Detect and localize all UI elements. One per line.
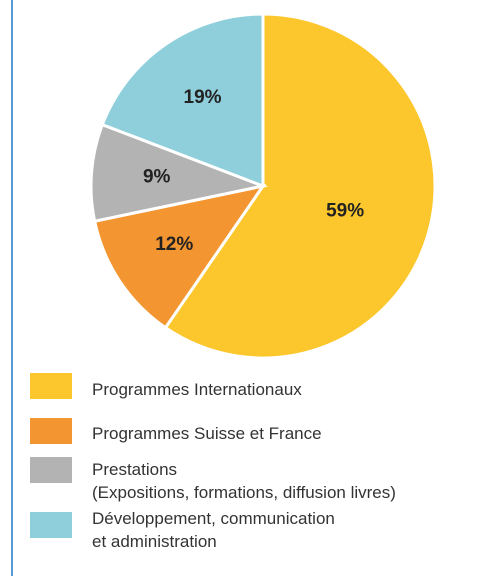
- pie-slice: [92, 183, 267, 330]
- legend-label: Programmes Suisse et France: [92, 424, 322, 443]
- legend-swatch: [30, 512, 72, 538]
- pie-slice: [89, 122, 269, 224]
- slice-label: 9%: [143, 167, 171, 188]
- slice-label: 59%: [326, 201, 364, 222]
- slice-label: 19%: [184, 87, 222, 108]
- legend-swatch: [30, 373, 72, 399]
- legend-label: Prestations (Expositions, formations, di…: [92, 460, 396, 502]
- legend-label: Développement, communication et administ…: [92, 509, 335, 551]
- slice-label: 12%: [155, 234, 193, 255]
- legend-swatch: [30, 457, 72, 483]
- legend-label: Programmes Internationaux: [92, 380, 302, 399]
- pie-slice: [163, 12, 437, 360]
- pie-slice: [100, 12, 265, 189]
- legend-swatch: [30, 418, 72, 444]
